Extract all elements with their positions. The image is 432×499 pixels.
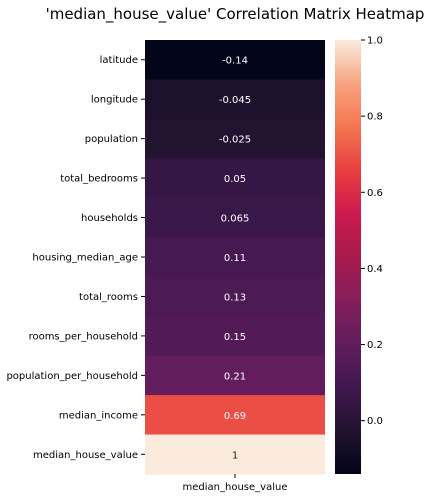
cell-value-label: 0.065 <box>221 214 250 225</box>
cell-value-label: -0.14 <box>222 56 248 67</box>
heatmap-cells: -0.14 -0.045 -0.025 0.05 0.065 0.11 0.13 0.15 0.… <box>145 40 325 475</box>
cell-value-label: 0.15 <box>224 332 246 343</box>
row-label: population_per_household <box>6 371 138 382</box>
row-label: housing_median_age <box>32 253 138 264</box>
column-label: median_house_value <box>183 482 288 493</box>
cell-value-label: 1 <box>232 450 238 461</box>
row-label: rooms_per_household <box>29 331 138 342</box>
cell-value-label: -0.025 <box>219 135 251 146</box>
row-label: population <box>85 134 138 145</box>
colorbar-ticks: 0.0 0.2 0.4 0.6 0.8 1.0 <box>361 36 383 427</box>
heatmap-cell <box>145 395 325 436</box>
colorbar-tick-label: 0.4 <box>367 264 383 275</box>
cell-value-label: -0.045 <box>219 95 251 106</box>
chart-title: 'median_house_value' Correlation Matrix … <box>46 5 425 24</box>
heatmap-cell <box>145 40 325 80</box>
cell-value-label: 0.21 <box>224 371 246 382</box>
colorbar-tick-label: 0.8 <box>367 112 383 123</box>
colorbar-tick-label: 0.2 <box>367 340 383 351</box>
colorbar-tick-label: 0.6 <box>367 188 383 199</box>
colorbar-tick-label: 1.0 <box>367 36 383 47</box>
cell-value-label: 0.11 <box>224 253 246 264</box>
row-label: median_house_value <box>33 450 138 461</box>
row-label: total_bedrooms <box>60 174 138 185</box>
heatmap-cell <box>145 355 325 396</box>
heatmap-cell <box>145 316 325 357</box>
cell-value-label: 0.69 <box>224 411 246 422</box>
heatmap-cell <box>145 158 325 199</box>
heatmap-cell <box>145 434 325 475</box>
heatmap-cell <box>145 79 325 120</box>
colorbar-tick-label: 0.0 <box>367 416 383 427</box>
row-label: median_income <box>59 410 138 421</box>
heatmap-cell <box>145 276 325 317</box>
row-label: total_rooms <box>79 292 138 303</box>
cell-value-label: 0.05 <box>224 174 246 185</box>
heatmap-cell <box>145 237 325 278</box>
colorbar <box>335 40 361 474</box>
heatmap-cell <box>145 197 325 238</box>
row-label: longitude <box>91 95 138 106</box>
row-label: latitude <box>100 55 138 66</box>
row-label: households <box>81 213 138 224</box>
heatmap-cell <box>145 118 325 159</box>
row-labels: latitude longitude population total_bedroom… <box>6 55 145 461</box>
cell-value-label: 0.13 <box>224 292 246 303</box>
